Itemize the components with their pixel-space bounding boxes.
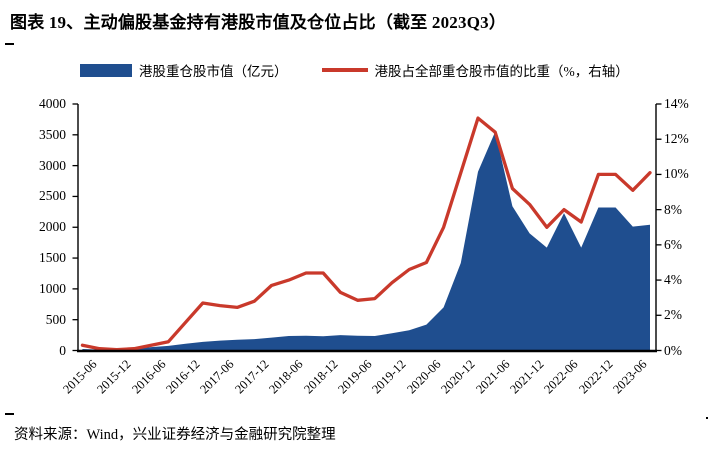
- legend-swatch-line-red: [321, 68, 368, 72]
- legend-label-ratio: 港股占全部重仓股市值的比重（%，右轴）: [374, 64, 629, 79]
- legend-item-ratio: 港股占全部重仓股市值的比重（%，右轴）: [321, 60, 629, 80]
- axis-ticks: [72, 103, 662, 352]
- y-axis-right-tick-label: 8%: [664, 201, 682, 217]
- y-axis-left-tick-label: 4000: [39, 96, 66, 111]
- y-axis-left-tick-label: 1500: [39, 250, 66, 266]
- y-axis-left-tick-label: 0: [59, 342, 66, 358]
- y-axis-left-tick-label: 2500: [39, 188, 66, 204]
- y-axis-left-tick-label: 3000: [39, 157, 66, 173]
- area-series-market-value: [82, 131, 650, 351]
- y-axis-right-tick-label: 4%: [664, 272, 682, 288]
- page-mark-bottom: [5, 413, 14, 415]
- y-axis-right-tick-label: 2%: [664, 307, 682, 323]
- legend-item-market-value: 港股重仓股市值（亿元）: [80, 60, 288, 80]
- chart-legend: 港股重仓股市值（亿元） 港股占全部重仓股市值的比重（%，右轴）: [80, 60, 629, 80]
- y-axis-right-tick-label: 0%: [664, 342, 682, 358]
- y-axis-right-tick-label: 14%: [664, 96, 689, 111]
- y-axis-left-tick-label: 2000: [39, 219, 66, 235]
- y-axis-left-tick-label: 3500: [39, 126, 66, 142]
- source-note: 资料来源：Wind，兴业证券经济与金融研究院整理: [14, 427, 336, 443]
- page-mark-dot: [706, 417, 708, 419]
- legend-swatch-area-blue: [80, 63, 132, 77]
- y-axis-right-tick-label: 6%: [664, 236, 682, 252]
- y-axis-right-tick-label: 10%: [664, 166, 689, 182]
- chart-title: 图表 19、主动偏股基金持有港股市值及仓位占比（截至 2023Q3）: [10, 13, 507, 32]
- y-axis-right-tick-label: 12%: [664, 131, 689, 147]
- y-axis-left-tick-label: 500: [45, 311, 66, 327]
- y-axis-left-tick-label: 1000: [39, 280, 66, 296]
- legend-label-market-value: 港股重仓股市值（亿元）: [139, 64, 288, 79]
- page-mark-top: [5, 43, 14, 45]
- line-series-ratio: [80, 116, 652, 352]
